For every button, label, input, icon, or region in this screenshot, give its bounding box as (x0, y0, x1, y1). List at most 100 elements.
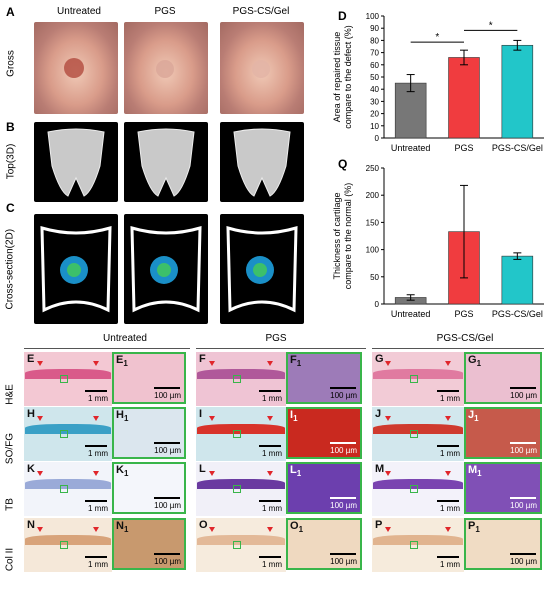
subscript-one: 1 (296, 469, 302, 479)
region-of-interest-marker (233, 541, 241, 549)
hist-panel-label-m: M (375, 463, 385, 475)
chart-q-ytick-label: 250 (366, 164, 380, 173)
scale-bar-label: 100 µm (510, 391, 537, 400)
hist-panel-label-o1: O1 (290, 520, 304, 535)
subscript-one: 1 (476, 359, 482, 369)
gross-photo-untreated (34, 22, 118, 114)
scale-bar (154, 497, 180, 499)
region-of-interest-marker (60, 485, 68, 493)
chart-q: 0 50 100 150 200 250 Thickness of cartilage com… (332, 164, 544, 319)
scale-bar-label: 100 µm (510, 501, 537, 510)
scale-bar-label: 100 µm (330, 391, 357, 400)
chart-q-ytick-label: 100 (366, 246, 380, 255)
panel-label-b: B (6, 120, 15, 134)
region-of-interest-marker (410, 375, 418, 383)
cross-section-untreated (34, 214, 118, 324)
hist-panel-label-e: E (27, 353, 35, 365)
scale-bar-label: 1 mm (262, 449, 282, 458)
cross-section-pgs (124, 214, 208, 324)
hist-panel-label-f: F (199, 353, 206, 365)
hist-panel-label-h1: H1 (116, 409, 129, 424)
subscript-one: 1 (296, 359, 302, 369)
scale-bar (85, 556, 107, 558)
defect-edge-marker (37, 471, 43, 476)
chart-d-bar-0 (394, 82, 427, 139)
scale-bar (510, 442, 536, 444)
hist-panel-label-l1: L1 (290, 464, 302, 479)
hist-highmag-i1: I1 100 µm (286, 407, 362, 459)
scale-bar (437, 500, 459, 502)
hist-panel-label-j: J (375, 408, 382, 420)
defect-edge-marker (267, 471, 273, 476)
region-of-interest-marker (60, 430, 68, 438)
hist-highmag-l1: L1 100 µm (286, 462, 362, 514)
column-header-untreated: Untreated (57, 6, 101, 17)
chart-d-ytick-label: 100 (366, 12, 380, 21)
scale-bar (154, 553, 180, 555)
chart-d-ytick-label: 20 (370, 110, 379, 119)
defect-edge-marker (209, 471, 215, 476)
hist-lowmag-n: N 1 mm (24, 518, 112, 572)
hist-header-rule-pgs-cs-gel (372, 348, 544, 349)
hist-panel-label-p: P (375, 519, 383, 531)
chart-q-category-label-2: PGS-CS/Gel (492, 309, 543, 319)
defect-edge-marker (267, 361, 273, 366)
hist-panel-label-n1: N1 (116, 520, 129, 535)
chart-d-ytick-label: 0 (375, 134, 380, 143)
hist-header-rule-pgs (196, 348, 366, 349)
hist-panel-label-e1: E1 (116, 354, 128, 369)
scale-bar (330, 553, 356, 555)
scale-bar (85, 445, 107, 447)
chart-q-ytick-label: 0 (375, 300, 380, 309)
cartilage-band (25, 369, 111, 379)
scale-bar (85, 500, 107, 502)
defect-edge-marker (209, 416, 215, 421)
gross-photo-pgs (124, 22, 208, 114)
region-of-interest-marker (60, 375, 68, 383)
hist-panel-label-g1: G1 (468, 354, 482, 369)
cross-section-pgs-cs-gel (220, 214, 304, 324)
scale-bar-label: 100 µm (154, 446, 181, 455)
region-of-interest-marker (233, 375, 241, 383)
defect-edge-marker (93, 416, 99, 421)
defect-edge-marker (37, 361, 43, 366)
defect-edge-marker (385, 416, 391, 421)
column-header-pgs: PGS (154, 6, 176, 17)
scale-bar (154, 387, 180, 389)
scale-bar (510, 553, 536, 555)
defect-edge-marker (37, 416, 43, 421)
hist-highmag-j1: J1 100 µm (464, 407, 542, 459)
subscript-one: 1 (474, 414, 479, 424)
scale-bar-label: 1 mm (262, 560, 282, 569)
hist-lowmag-j: J 1 mm (372, 407, 464, 461)
defect-edge-marker (209, 527, 215, 532)
cartilage-band (197, 479, 285, 489)
chart-q-ytick-label: 200 (366, 191, 380, 200)
hist-highmag-o1: O1 100 µm (286, 518, 362, 570)
cartilage-band (197, 369, 285, 379)
scale-bar (259, 390, 281, 392)
cartilage-band (197, 535, 285, 545)
scale-bar-label: 100 µm (510, 557, 537, 566)
cartilage-band (373, 479, 463, 489)
defect-edge-marker (93, 361, 99, 366)
scale-bar-label: 1 mm (88, 560, 108, 569)
defect-edge-marker (209, 361, 215, 366)
defect-edge-marker (445, 361, 451, 366)
chart-d-bar-1 (448, 57, 480, 139)
hist-lowmag-m: M 1 mm (372, 462, 464, 516)
hist-panel-label-k: K (27, 463, 35, 475)
scale-bar (510, 387, 536, 389)
chart-d-ylabel-line: Area of repaired tissue (332, 32, 342, 123)
cartilage-band (25, 535, 111, 545)
hist-highmag-g1: G1 100 µm (464, 352, 542, 404)
scale-bar (437, 556, 459, 558)
hist-panel-label-f1: F1 (290, 354, 302, 369)
scale-bar-label: 100 µm (154, 557, 181, 566)
region-of-interest-marker (233, 485, 241, 493)
chart-d-ylabel-line: compare to the defect (%) (343, 25, 353, 129)
subscript-one: 1 (123, 414, 129, 424)
defect-edge-marker (445, 527, 451, 532)
row-label-cross-section: Cross-section(2D) (4, 228, 16, 310)
scale-bar-label: 100 µm (330, 557, 357, 566)
